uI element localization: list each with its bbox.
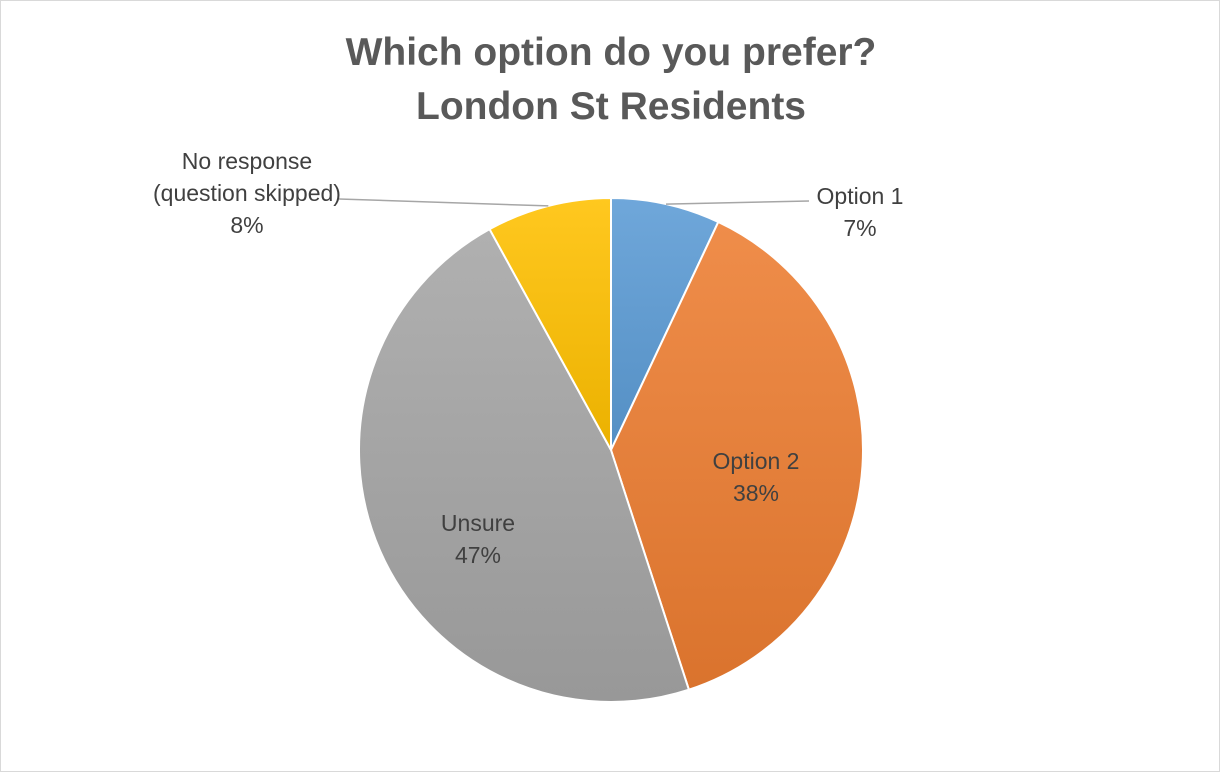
pie-slices [358,196,864,703]
leader-line-no-response [338,198,549,207]
data-label-line: Option 2 [713,448,800,474]
data-labels: Option 1 7% Option 2 38% Unsure 47% No respons… [153,148,903,568]
data-label-line: Option 1 [817,183,904,209]
leader-line-option-1 [665,200,810,205]
leader-lines [338,198,810,207]
data-label-line: (question skipped) [153,180,341,206]
chart-title-line-1: Which option do you prefer? [346,31,877,74]
pie-slice-option-2 [609,220,864,691]
chart-title-line-2: London St Residents [416,85,806,128]
data-label-line: Unsure [441,510,515,536]
pie-slice-option-1 [610,196,720,451]
data-label-line: 8% [230,212,263,238]
data-label-line: 7% [843,215,876,241]
data-label-line: No response [182,148,312,174]
data-label-no-response: No response (question skipped) 8% [153,148,341,238]
data-label-option-1: Option 1 7% [817,183,904,241]
data-label-line: 47% [455,542,501,568]
data-label-unsure: Unsure 47% [441,510,515,568]
data-label-option-2: Option 2 38% [713,448,800,506]
data-label-line: 38% [733,480,779,506]
pie-slice-unsure [358,227,691,703]
